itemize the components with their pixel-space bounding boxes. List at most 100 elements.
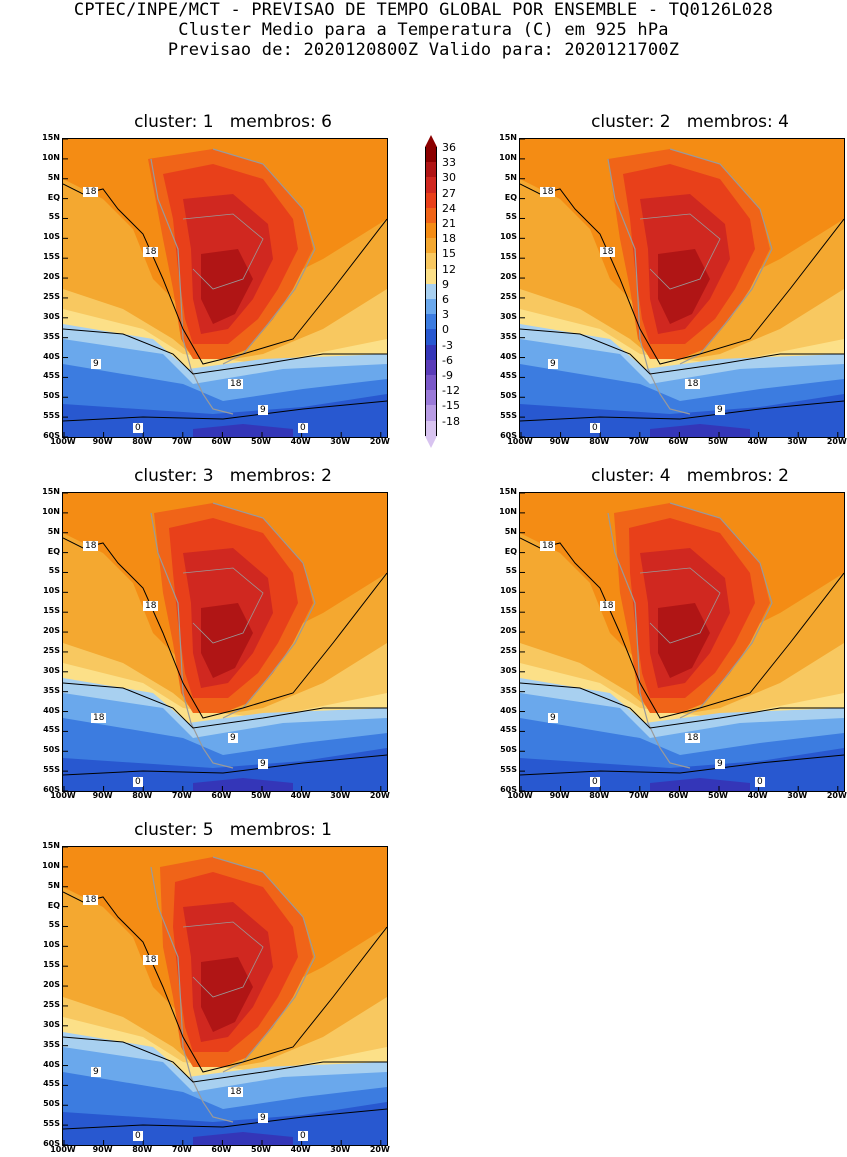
latitude-label: 5N (47, 526, 60, 536)
longitude-label: 40W (290, 791, 311, 800)
colorbar-segment (425, 344, 437, 360)
latitude-label: 50S (500, 745, 517, 755)
latitude-label: 15N (42, 487, 60, 496)
colorbar-label: 18 (442, 232, 456, 246)
contour-label: 18 (600, 247, 616, 257)
latitude-label: 30S (43, 665, 60, 675)
latitude-label: 20S (500, 272, 517, 282)
temperature-map: 18 18 18 9 9 0 (62, 492, 388, 792)
longitude-label: 40W (747, 791, 768, 800)
colorbar-label: 3 (442, 308, 449, 322)
longitude-label: 80W (589, 791, 610, 800)
colorbar-segment (425, 192, 437, 208)
colorbar-segment (425, 390, 437, 406)
latitude-label: 35S (500, 685, 517, 695)
contour-label: 9 (228, 733, 238, 743)
contour-label: 9 (715, 759, 725, 769)
latitude-label: 5N (504, 172, 517, 182)
temperature-field (63, 139, 387, 437)
longitude-label: 40W (747, 437, 768, 446)
longitude-label: 20W (369, 437, 390, 446)
panel-title: cluster: 5 membros: 1 (134, 820, 332, 840)
longitude-label: 90W (549, 791, 570, 800)
longitude-label: 20W (826, 791, 847, 800)
latitude-label: 10N (42, 152, 60, 162)
latitude-label: 5N (504, 526, 517, 536)
temperature-map: 18 18 9 18 9 0 0 (62, 138, 388, 438)
colorbar-label: -6 (442, 353, 453, 367)
colorbar-label: 6 (442, 293, 449, 306)
colorbar-top-arrow (425, 135, 437, 147)
latitude-label: 15N (42, 841, 60, 850)
contour-label: 18 (143, 601, 159, 611)
colorbar-label: 36 (442, 141, 456, 154)
longitude-label: 40W (290, 437, 311, 446)
contour-label: 0 (590, 777, 600, 787)
latitude-label: 35S (43, 685, 60, 695)
contour-label: 0 (298, 1131, 308, 1141)
contour-label: 18 (83, 187, 99, 197)
colorbar-segment (425, 238, 437, 254)
latitude-label: 30S (500, 311, 517, 321)
contour-label: 18 (143, 247, 159, 257)
colorbar-label: -18 (442, 414, 460, 428)
colorbar-segment (425, 329, 437, 345)
colorbar-bottom-arrow (425, 435, 437, 448)
latitude-label: 35S (43, 1039, 60, 1049)
header-line-2: Cluster Medio para a Temperatura (C) em … (178, 20, 669, 40)
longitude-label: 100W (50, 1145, 76, 1154)
latitude-label: 35S (43, 331, 60, 341)
latitude-label: 50S (43, 1099, 60, 1109)
longitude-label: 50W (251, 791, 271, 800)
colorbar-segment (425, 268, 437, 284)
colorbar-segment (425, 223, 437, 239)
longitude-label: 100W (50, 791, 76, 800)
latitude-label: 40S (43, 705, 60, 715)
contour-label: 9 (91, 359, 101, 369)
latitude-label: 20S (500, 626, 517, 636)
latitude-label: 50S (43, 391, 60, 401)
latitude-label: 45S (500, 371, 517, 381)
contour-label: 18 (91, 713, 107, 723)
contour-label: 9 (715, 405, 725, 415)
longitude-label: 90W (92, 1145, 113, 1154)
longitude-label: 100W (507, 437, 533, 446)
latitude-label: 45S (43, 371, 60, 381)
contour-label: 18 (685, 733, 701, 743)
latitude-label: 50S (43, 745, 60, 755)
contour-label: 18 (228, 379, 244, 389)
contour-label: 18 (540, 541, 556, 551)
latitude-label: 20S (43, 980, 60, 990)
latitude-label: 30S (43, 311, 60, 321)
latitude-label: 15S (43, 960, 60, 970)
contour-label: 0 (590, 423, 600, 433)
latitude-label: 5S (505, 212, 517, 222)
latitude-label: 5N (47, 880, 60, 890)
latitude-label: EQ (47, 900, 60, 910)
contour-label: 9 (258, 759, 268, 769)
colorbar-label: 12 (442, 262, 456, 276)
latitude-label: 40S (43, 1059, 60, 1069)
latitude-label: 30S (500, 665, 517, 675)
longitude-label: 70W (171, 437, 192, 446)
latitude-label: 10N (499, 506, 517, 516)
longitude-label: 90W (92, 791, 113, 800)
panel-title: cluster: 2 membros: 4 (591, 112, 789, 132)
longitude-label: 80W (132, 1145, 153, 1154)
colorbar-segment (425, 177, 437, 193)
colorbar-segment (425, 147, 437, 163)
latitude-label: 10N (42, 860, 60, 870)
longitude-label: 60W (211, 437, 232, 446)
latitude-label: EQ (504, 546, 517, 556)
longitude-label: 60W (668, 791, 689, 800)
latitude-label: 15N (499, 487, 517, 496)
colorbar-label: 0 (442, 323, 449, 337)
contour-label: 18 (83, 541, 99, 551)
contour-label: 18 (143, 955, 159, 965)
latitude-label: 45S (43, 725, 60, 735)
latitude-label: 10S (43, 586, 60, 596)
latitude-label: 40S (500, 351, 517, 361)
contour-label: 0 (298, 423, 308, 433)
longitude-label: 90W (549, 437, 570, 446)
colorbar-segment (425, 283, 437, 299)
